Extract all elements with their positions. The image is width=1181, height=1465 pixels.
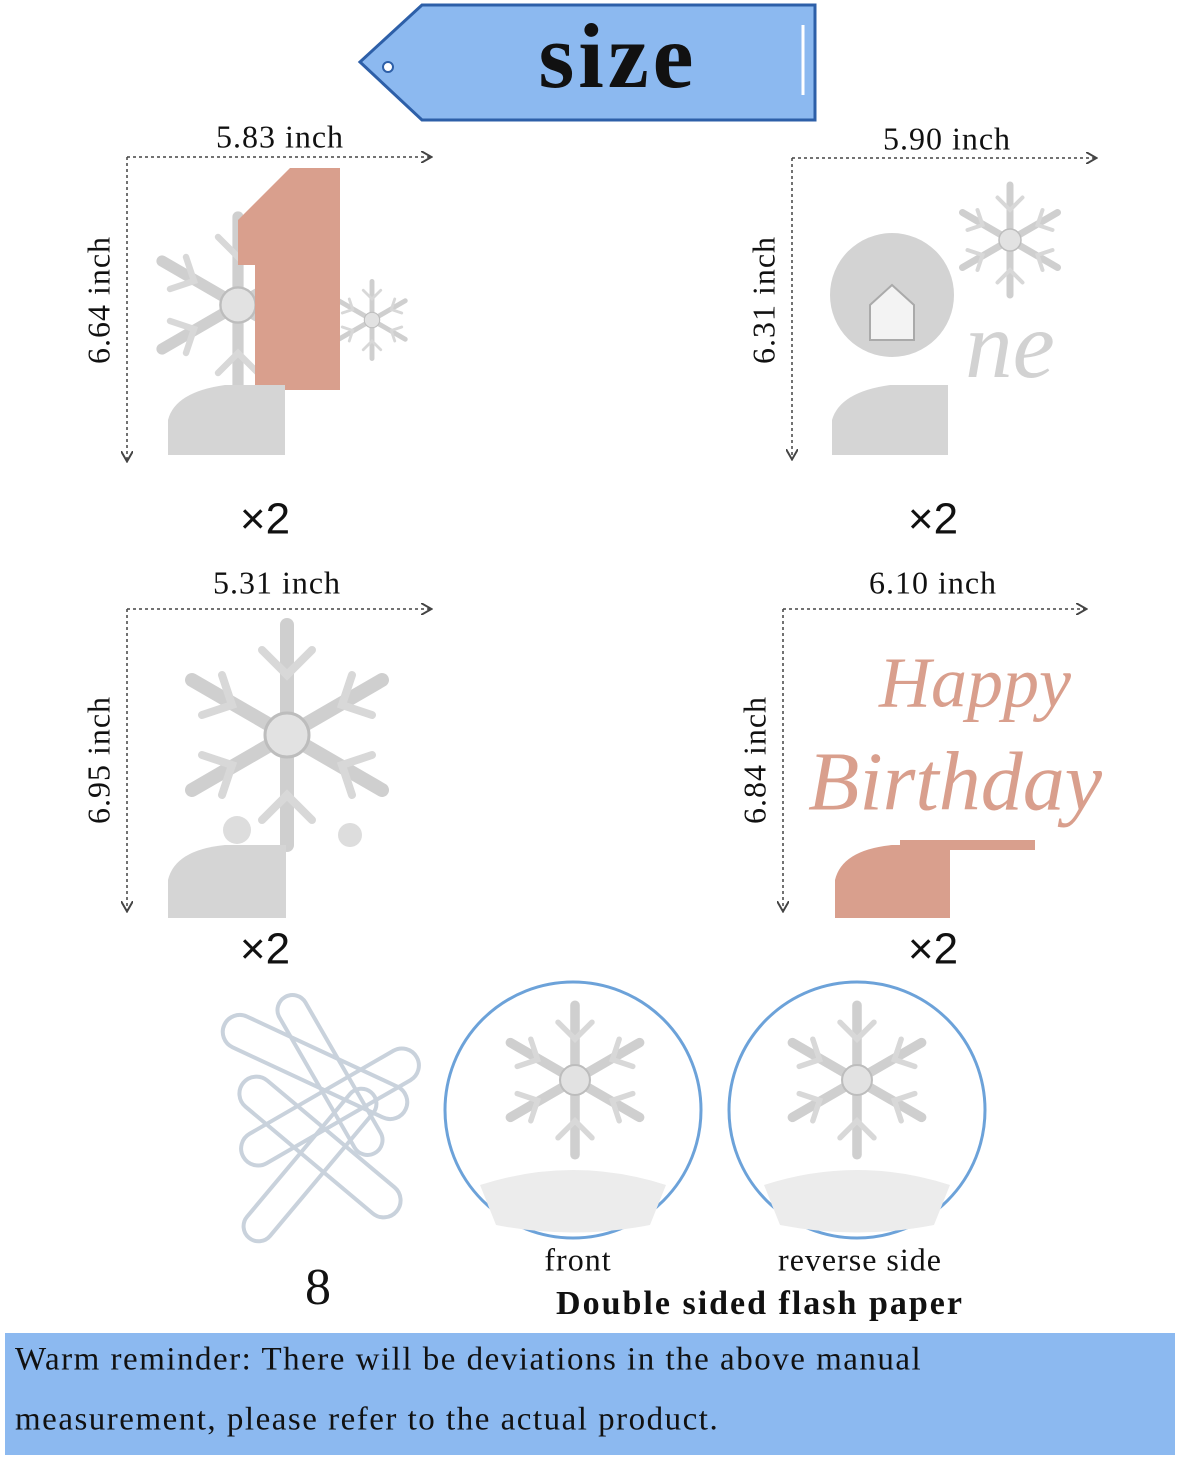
quantity: ×2 <box>908 495 958 544</box>
sides-caption: Double sided flash paper <box>556 1285 964 1322</box>
script-decoration: Happy <box>878 643 1071 723</box>
item-happy-birthday: 6.10 inch 6.84 inch Happy Birthday ×2 <box>736 564 1102 973</box>
script-decoration: Birthday <box>808 735 1103 828</box>
quantity: ×2 <box>240 495 290 544</box>
reverse-label: reverse side <box>778 1241 942 1277</box>
title: size <box>538 5 697 107</box>
item-one-globe: 5.90 inch 6.31 inch ne ×2 <box>745 120 1095 544</box>
height-label: 6.84 inch <box>736 696 772 824</box>
height-label: 6.64 inch <box>80 236 116 364</box>
item-number-one: 5.83 inch 6.64 inch ×2 <box>80 118 430 544</box>
height-label: 6.95 inch <box>80 696 116 824</box>
front-sample <box>443 980 703 1240</box>
clip-count: 8 <box>305 1259 331 1316</box>
script-decoration: ne <box>965 292 1055 398</box>
item-snowflake: 5.31 inch 6.95 inch ×2 <box>80 564 430 974</box>
height-label: 6.31 inch <box>745 236 781 364</box>
quantity: ×2 <box>240 925 290 974</box>
reminder-box: Warm reminder: There will be deviations … <box>5 1333 1175 1455</box>
width-label: 5.83 inch <box>216 118 344 154</box>
width-label: 5.90 inch <box>883 120 1011 156</box>
reverse-sample <box>727 980 987 1240</box>
reminder-line: measurement, please refer to the actual … <box>15 1402 719 1438</box>
reminder-line: Warm reminder: There will be deviations … <box>15 1342 922 1378</box>
width-label: 6.10 inch <box>869 564 997 600</box>
quantity: ×2 <box>908 925 958 974</box>
paper-clips <box>220 993 421 1244</box>
front-label: front <box>544 1241 611 1277</box>
width-label: 5.31 inch <box>213 564 341 600</box>
header-tag: size <box>357 3 817 122</box>
